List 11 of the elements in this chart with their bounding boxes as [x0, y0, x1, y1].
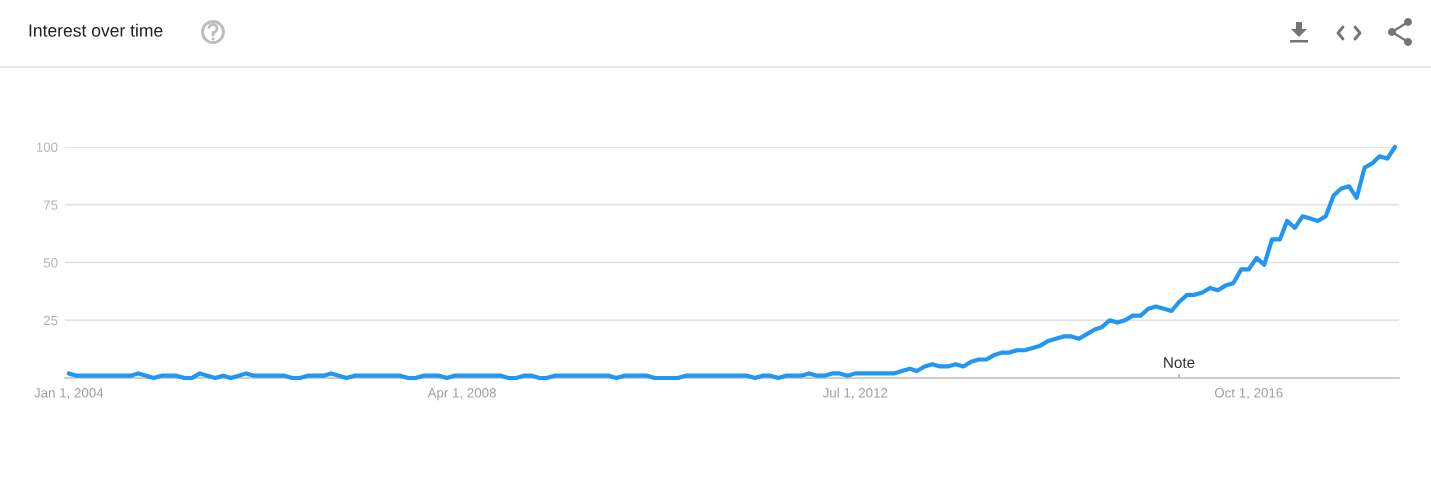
y-tick-label: 100 — [36, 142, 58, 152]
x-tick-label: Apr 1, 2008 — [427, 388, 496, 401]
chart-title: Interest over time — [29, 23, 163, 37]
x-tick-label: Jan 1, 2004 — [34, 388, 104, 400]
x-tick-label: Oct 1, 2016 — [1214, 388, 1283, 400]
x-tick-label: Jul 1, 2012 — [822, 387, 888, 400]
annotation: Note — [1164, 357, 1195, 368]
y-tick-label: 50 — [43, 258, 58, 268]
line-series — [66, 144, 1398, 381]
y-tick-label: 75 — [43, 200, 58, 210]
y-tick-label: 25 — [43, 315, 58, 326]
